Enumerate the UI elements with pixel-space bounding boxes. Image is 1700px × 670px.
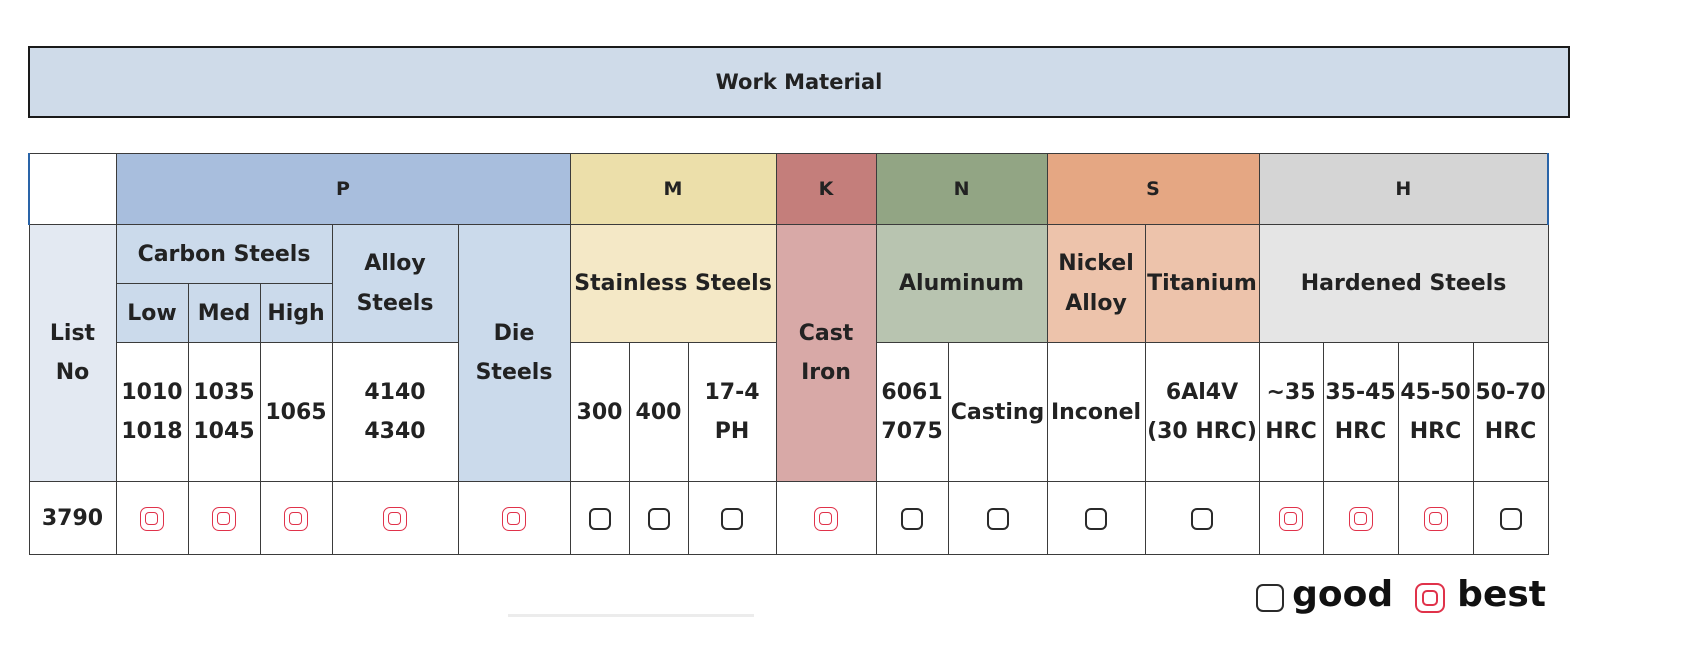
good-icon — [986, 507, 1009, 530]
subcategory-row: Low Med High — [29, 283, 1548, 343]
grade-h3545: 35-45 HRC — [1322, 342, 1399, 482]
list-no-cell: 3790 — [28, 481, 117, 555]
grade-ss174: 17-4 PH — [687, 342, 777, 482]
grade-ss400: 400 — [628, 342, 689, 482]
rating-cell — [457, 481, 571, 555]
legend-good-label: good — [1292, 574, 1394, 615]
rating-cell — [1472, 481, 1549, 555]
tool-row: 3790 — [28, 481, 1549, 555]
good-icon — [721, 507, 744, 530]
best-icon — [1423, 506, 1448, 531]
group-k: K — [775, 153, 877, 225]
good-icon — [588, 507, 611, 530]
good-icon — [1499, 507, 1522, 530]
group-header-row: P M K N S H — [28, 153, 1550, 225]
good-icon — [1256, 583, 1285, 612]
good-icon — [1085, 507, 1108, 530]
rating-cell — [569, 481, 630, 555]
category-row: List No Carbon Steels Alloy Steels Die S… — [28, 224, 1549, 482]
best-icon — [1348, 506, 1373, 531]
rating-cell — [775, 481, 877, 555]
rating-cell — [628, 481, 689, 555]
legend-best-label: best — [1457, 574, 1546, 615]
grade-h5070: 50-70 HRC — [1472, 342, 1549, 482]
grade-row: 1010 1018 1035 1045 1065 4140 4340 300 4… — [29, 342, 1549, 482]
group-h: H — [1258, 153, 1550, 225]
grade-h35: ~35 HRC — [1258, 342, 1324, 482]
titanium-header: Titanium — [1144, 224, 1260, 343]
best-icon — [212, 506, 236, 531]
cast-iron-header: Cast Iron — [775, 224, 877, 482]
grade-low: 1010 1018 — [115, 342, 189, 482]
grade-alloy: 4140 4340 — [331, 342, 459, 482]
rating-cell — [947, 481, 1048, 555]
material-matrix: P M K N S H List No Carbon Steels Alloy … — [28, 153, 1550, 555]
nickel-alloy-header: Nickel Alloy — [1046, 224, 1146, 343]
banner-title: Work Material — [715, 70, 883, 94]
rating-cell — [115, 481, 189, 555]
rating-cell — [1144, 481, 1260, 555]
good-icon — [1191, 507, 1214, 530]
rating-cell — [259, 481, 333, 555]
rating-cell — [1258, 481, 1324, 555]
grade-ss300: 300 — [569, 342, 630, 482]
carbon-steels-header: Carbon Steels — [115, 224, 333, 284]
hardened-steels-header: Hardened Steels — [1258, 224, 1549, 343]
grade-inconel: Inconel — [1046, 342, 1146, 482]
rating-cell — [687, 481, 777, 555]
legend: good best — [1256, 574, 1546, 615]
best-icon — [814, 506, 839, 531]
grade-h4550: 45-50 HRC — [1397, 342, 1474, 482]
group-n: N — [875, 153, 1048, 225]
group-p: P — [115, 153, 571, 225]
rating-cell — [187, 481, 261, 555]
grade-titanium: 6Al4V (30 HRC) — [1144, 342, 1260, 482]
alloy-steels-header: Alloy Steels — [331, 224, 459, 343]
best-icon — [140, 506, 164, 531]
med-carbon-header: Med — [187, 283, 261, 343]
rating-cell — [331, 481, 459, 555]
good-icon — [901, 507, 924, 530]
list-no-header: List No — [28, 224, 117, 482]
good-icon — [647, 507, 670, 530]
rating-cell — [1046, 481, 1146, 555]
group-s: S — [1046, 153, 1260, 225]
rating-cell — [1322, 481, 1399, 555]
grade-al-casting: Casting — [947, 342, 1048, 482]
group-m: M — [569, 153, 777, 225]
best-icon — [1279, 506, 1304, 531]
grade-med: 1035 1045 — [187, 342, 261, 482]
corner-cell — [28, 153, 117, 225]
best-icon — [383, 506, 407, 531]
aluminum-header: Aluminum — [875, 224, 1048, 343]
grade-al-wrought: 6061 7075 — [875, 342, 949, 482]
die-steels-header: Die Steels — [457, 224, 571, 482]
low-carbon-header: Low — [115, 283, 189, 343]
work-material-banner: Work Material — [28, 46, 1570, 118]
high-carbon-header: High — [259, 283, 333, 343]
grade-high: 1065 — [259, 342, 333, 482]
best-icon — [502, 506, 526, 531]
best-icon — [1415, 582, 1446, 613]
rating-cell — [875, 481, 949, 555]
scroll-indicator — [508, 614, 754, 617]
rating-cell — [1397, 481, 1474, 555]
stainless-steels-header: Stainless Steels — [569, 224, 777, 343]
best-icon — [284, 506, 308, 531]
